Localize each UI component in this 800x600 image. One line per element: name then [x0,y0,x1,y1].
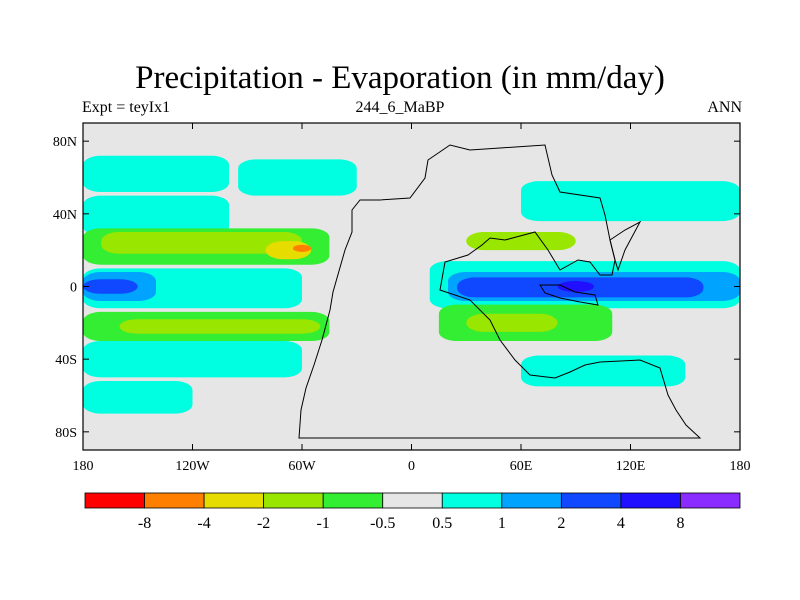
colorbar-swatch [263,492,324,509]
x-tick-label: 180 [73,459,94,474]
field-region [83,279,138,294]
x-tick-label: 120W [175,459,210,474]
x-tick-label: 0 [408,459,415,474]
coastline-island-chain [539,284,599,306]
colorbar-label: -0.5 [370,515,395,532]
colorbar-swatch [620,492,681,509]
colorbar-swatch [144,492,205,509]
colorbar: -8 -4 -2 -1 -0.5 0.5 1 2 4 8 [84,492,741,532]
field-region [466,313,558,332]
coastline-pangaea [298,144,702,439]
experiment-label: Expt = teyIx1 [82,99,171,116]
field-region [238,159,357,196]
x-axis: 180 120W 60W 0 60E 120E 180 [73,123,751,474]
colorbar-label: 1 [498,515,506,532]
y-tick-label: 40N [53,208,77,223]
colorbar-label: -8 [138,515,151,532]
colorbar-label: -2 [257,515,270,532]
colorbar-swatch [680,492,741,509]
colorbar-label: 2 [557,515,565,532]
y-tick-label: 0 [70,281,77,296]
colorbar-swatch [84,492,145,509]
x-tick-label: 120E [616,459,646,474]
chart-title: Precipitation - Evaporation (in mm/day) [135,60,665,96]
y-axis: 80N 40N 0 40S 80S [53,135,740,441]
colorbar-label: 0.5 [432,515,452,532]
field-region [521,181,740,222]
colorbar-label: 8 [676,515,684,532]
field-region [83,341,302,378]
y-tick-label: 40S [55,353,77,368]
field-region [557,281,594,292]
field-region [521,355,686,387]
coastline-layer [298,144,702,439]
colorbar-swatch [501,492,562,509]
colorbar-label: 4 [617,515,625,532]
season-label: ANN [707,99,742,116]
contour-fill-layer [83,155,740,414]
field-region [466,232,576,251]
coastline-east-block [609,220,642,272]
field-region [83,155,229,193]
colorbar-label: -1 [317,515,330,532]
colorbar-swatch [203,492,265,509]
field-region [119,319,321,334]
x-tick-label: 60W [288,459,316,474]
field-region [83,195,229,236]
field-region [292,244,312,252]
chart-subtitle: 244_6_MaBP [355,99,445,116]
colorbar-label: -4 [197,515,210,532]
y-tick-label: 80N [53,135,77,150]
colorbar-swatch [322,492,384,509]
colorbar-swatch [560,492,622,509]
x-tick-label: 180 [730,459,751,474]
field-region [83,380,193,414]
colorbar-swatch [441,492,503,509]
field-region [101,232,302,254]
x-tick-label: 60E [510,459,533,474]
y-tick-label: 80S [55,426,77,441]
colorbar-swatch [382,492,443,509]
